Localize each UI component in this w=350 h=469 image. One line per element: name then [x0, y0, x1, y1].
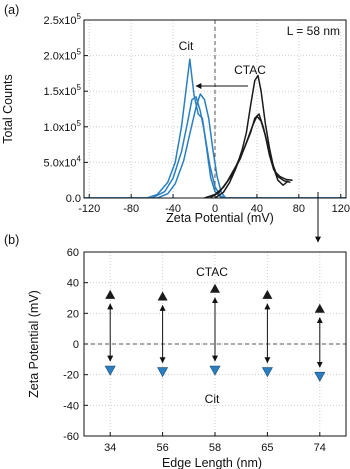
x-tick-label: -120	[78, 203, 100, 215]
panel-a-y-ticks: 0.0 5.0x104 1.0x105 1.5x105 2.0x105 2.5x105	[44, 12, 88, 205]
panel-b-label: (b)	[4, 233, 19, 247]
panel-a-series	[84, 58, 346, 198]
ctac-annotation-b: CTAC	[196, 265, 228, 279]
ctac-distribution-line	[209, 113, 293, 198]
cit-annotation-b: Cit	[205, 392, 220, 406]
panel-b-scatter-chart: (b) 34 56 58 65 74 60 40 20 0 -20 -40 -60 Edge Len…	[4, 233, 347, 469]
panel-a-label: (a)	[4, 3, 19, 17]
cit-point	[261, 367, 273, 378]
ctac-point	[314, 303, 325, 313]
y-tick-label: -20	[63, 370, 79, 382]
x-tick-label: 58	[209, 442, 221, 454]
y-tick-label: 2.5x105	[44, 12, 82, 27]
y-tick-label: 0	[73, 339, 79, 351]
y-tick-label: 1.0x105	[44, 119, 82, 134]
cit-point	[314, 371, 326, 382]
panel-b-grid	[84, 251, 346, 437]
ctac-point	[210, 283, 220, 293]
panel-a-line-chart: (a) -120 -80 -40 0 40 80 120 0.0 5.0x104 1.0x105…	[1, 3, 350, 243]
y-tick-label: 5.0x104	[44, 154, 82, 169]
y-tick-label: 40	[67, 278, 79, 290]
ctac-point	[105, 289, 116, 299]
cit-distribution-line	[84, 93, 346, 198]
panel-b-y-ticks: 60 40 20 0 -20 -40 -60	[63, 247, 88, 443]
x-tick-label: 0	[212, 203, 218, 215]
ctac-point	[157, 291, 168, 301]
size-annotation: L = 58 nm	[287, 24, 340, 38]
x-tick-label: 34	[104, 442, 116, 454]
cit-point	[104, 365, 116, 376]
x-tick-label: -80	[123, 203, 139, 215]
panel-a-y-axis-label: Total Counts	[1, 74, 15, 143]
y-tick-label: 1.5x105	[44, 83, 82, 98]
ctac-point	[262, 289, 273, 299]
x-tick-label: 40	[251, 203, 263, 215]
y-tick-label: -60	[63, 431, 79, 443]
cit-annotation-a: Cit	[179, 39, 194, 53]
panel-a-x-ticks: -120 -80 -40 0 40 80 120	[78, 194, 350, 215]
y-tick-label: 60	[67, 247, 79, 259]
y-tick-label: 2.0x105	[44, 48, 82, 63]
x-tick-label: 65	[261, 442, 273, 454]
x-tick-label: 120	[332, 203, 350, 215]
cit-point	[209, 365, 221, 376]
panel-a-x-axis-label: Zeta Potential (mV)	[166, 211, 274, 225]
panel-b-arrows	[107, 297, 323, 368]
panel-a-grid	[84, 19, 346, 199]
y-tick-label: -40	[63, 400, 79, 412]
panel-b-x-ticks: 34 56 58 65 74	[104, 432, 326, 454]
ctac-annotation-a: CTAC	[234, 63, 266, 77]
x-tick-label: -40	[165, 203, 181, 215]
panel-a-frame	[83, 19, 347, 199]
x-tick-label: 56	[156, 442, 168, 454]
panel-b-y-axis-label: Zeta Potential (mV)	[27, 290, 41, 398]
x-tick-label: 80	[293, 203, 305, 215]
panel-b-points	[104, 283, 326, 382]
ctac-distribution-line	[214, 74, 289, 198]
y-tick-label: 0.0	[66, 193, 81, 205]
x-tick-label: 74	[314, 442, 326, 454]
panel-b-x-axis-label: Edge Length (nm)	[162, 456, 262, 469]
cit-point	[157, 367, 169, 378]
y-tick-label: 20	[67, 308, 79, 320]
